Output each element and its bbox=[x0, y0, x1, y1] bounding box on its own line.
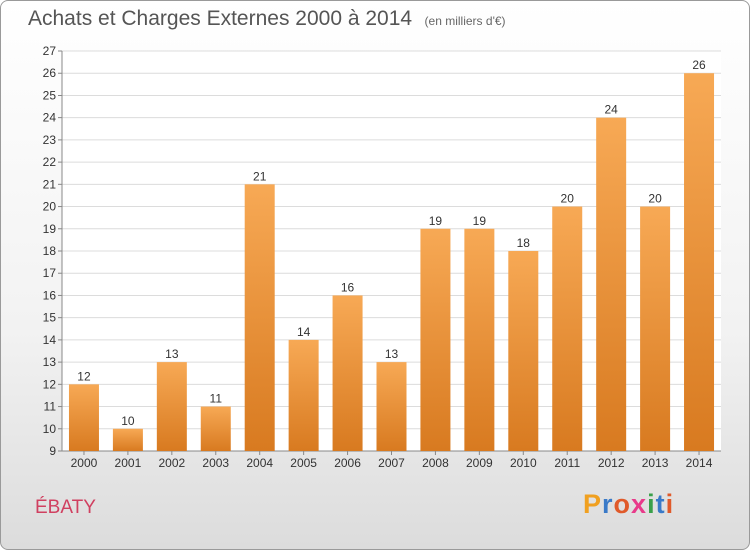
bar-2000 bbox=[68, 384, 99, 451]
data-label: 21 bbox=[253, 169, 267, 183]
y-tick-label: 10 bbox=[43, 422, 57, 436]
x-tick-label: 2011 bbox=[554, 456, 580, 470]
data-label: 19 bbox=[429, 214, 443, 228]
y-tick-label: 15 bbox=[43, 311, 57, 325]
y-tick-label: 9 bbox=[49, 444, 56, 458]
y-tick-label: 25 bbox=[43, 88, 57, 102]
bar-2001 bbox=[112, 428, 143, 451]
data-label: 26 bbox=[692, 58, 706, 72]
logo-letter: P bbox=[583, 489, 603, 519]
logo-letter: i bbox=[665, 489, 675, 519]
y-tick-label: 21 bbox=[43, 177, 57, 191]
logo-letter: t bbox=[655, 489, 666, 519]
x-tick-label: 2009 bbox=[466, 456, 493, 470]
bar-2010 bbox=[508, 251, 539, 451]
logo-letter: i bbox=[647, 489, 656, 519]
logo-letter: o bbox=[613, 489, 632, 519]
y-tick-label: 12 bbox=[43, 377, 57, 391]
logo-letter: x bbox=[631, 489, 648, 519]
y-tick-label: 18 bbox=[43, 244, 57, 258]
x-tick-label: 2000 bbox=[71, 456, 98, 470]
x-tick-label: 2013 bbox=[642, 456, 669, 470]
x-tick-label: 2014 bbox=[686, 456, 713, 470]
bar-2009 bbox=[464, 228, 495, 451]
x-tick-label: 2008 bbox=[422, 456, 449, 470]
y-tick-label: 14 bbox=[43, 333, 57, 347]
y-tick-label: 20 bbox=[43, 200, 57, 214]
y-tick-label: 26 bbox=[43, 66, 57, 80]
y-tick-label: 27 bbox=[43, 44, 57, 58]
bar-2004 bbox=[244, 184, 275, 452]
x-tick-label: 2002 bbox=[158, 456, 185, 470]
y-tick-label: 16 bbox=[43, 288, 57, 302]
data-label: 16 bbox=[341, 280, 355, 294]
data-label: 13 bbox=[165, 347, 179, 361]
bar-2014 bbox=[684, 73, 715, 451]
data-label: 12 bbox=[77, 369, 91, 383]
x-tick-label: 2010 bbox=[510, 456, 537, 470]
y-tick-label: 11 bbox=[44, 400, 57, 414]
bar-2006 bbox=[332, 295, 363, 451]
data-label: 13 bbox=[385, 347, 399, 361]
y-tick-label: 22 bbox=[43, 155, 57, 169]
bar-2011 bbox=[552, 206, 583, 451]
data-label: 18 bbox=[517, 236, 531, 250]
data-label: 19 bbox=[473, 214, 487, 228]
x-tick-label: 2004 bbox=[246, 456, 273, 470]
data-label: 24 bbox=[604, 103, 618, 117]
x-tick-label: 2007 bbox=[378, 456, 405, 470]
y-tick-label: 17 bbox=[43, 266, 57, 280]
data-label: 14 bbox=[297, 325, 311, 339]
bar-2012 bbox=[596, 117, 627, 452]
data-label: 20 bbox=[561, 192, 575, 206]
chart-subtitle: (en milliers d'€) bbox=[424, 14, 506, 28]
bar-2005 bbox=[288, 339, 319, 451]
proxiti-logo: Proxiti bbox=[583, 489, 674, 520]
y-tick-label: 23 bbox=[43, 133, 57, 147]
bar-2013 bbox=[640, 206, 671, 451]
x-tick-label: 2001 bbox=[115, 456, 142, 470]
x-tick-label: 2003 bbox=[202, 456, 229, 470]
data-label: 11 bbox=[210, 392, 223, 406]
data-label: 20 bbox=[648, 192, 662, 206]
x-tick-label: 2006 bbox=[334, 456, 361, 470]
logo-letter: r bbox=[602, 489, 614, 519]
x-tick-label: 2005 bbox=[290, 456, 317, 470]
y-tick-label: 24 bbox=[43, 111, 57, 125]
y-tick-label: 19 bbox=[43, 222, 57, 236]
bar-2002 bbox=[156, 362, 187, 451]
bar-2003 bbox=[200, 406, 231, 451]
chart-title: Achats et Charges Externes 2000 à 2014 bbox=[28, 7, 413, 30]
x-tick-label: 2012 bbox=[598, 456, 625, 470]
commune-name: ÉBATY bbox=[35, 497, 96, 518]
title-row: Achats et Charges Externes 2000 à 2014 (… bbox=[28, 7, 506, 31]
bar-2007 bbox=[376, 362, 407, 451]
data-label: 10 bbox=[121, 414, 135, 428]
y-tick-label: 13 bbox=[43, 355, 57, 369]
bar-2008 bbox=[420, 228, 451, 451]
